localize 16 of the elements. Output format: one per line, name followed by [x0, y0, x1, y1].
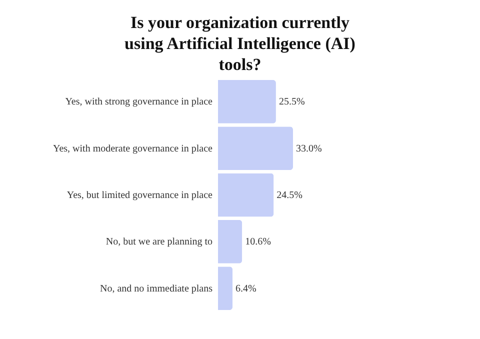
bar — [218, 266, 233, 310]
y-tick-label: Yes, with strong governance in place — [65, 96, 214, 108]
data-label: 10.6% — [245, 236, 271, 248]
y-tick-label: Yes, with moderate governance in place — [53, 143, 214, 154]
y-tick-label: No, and no immediate plans — [100, 283, 213, 294]
y-tick-label: Yes, but limited governance in place — [66, 190, 214, 201]
y-tick-label: No, but we are planning to — [106, 236, 212, 248]
bar — [218, 80, 276, 124]
data-label: 25.5% — [278, 96, 305, 108]
data-label: 33.0% — [296, 143, 322, 154]
bar — [218, 220, 242, 264]
data-label: 6.4% — [236, 283, 256, 294]
chart-title: Is your organization currently using Artificial Intelligence (AI) tools? — [124, 12, 356, 75]
bar — [218, 173, 274, 217]
data-label: 24.5% — [276, 190, 303, 201]
bar — [218, 126, 293, 170]
